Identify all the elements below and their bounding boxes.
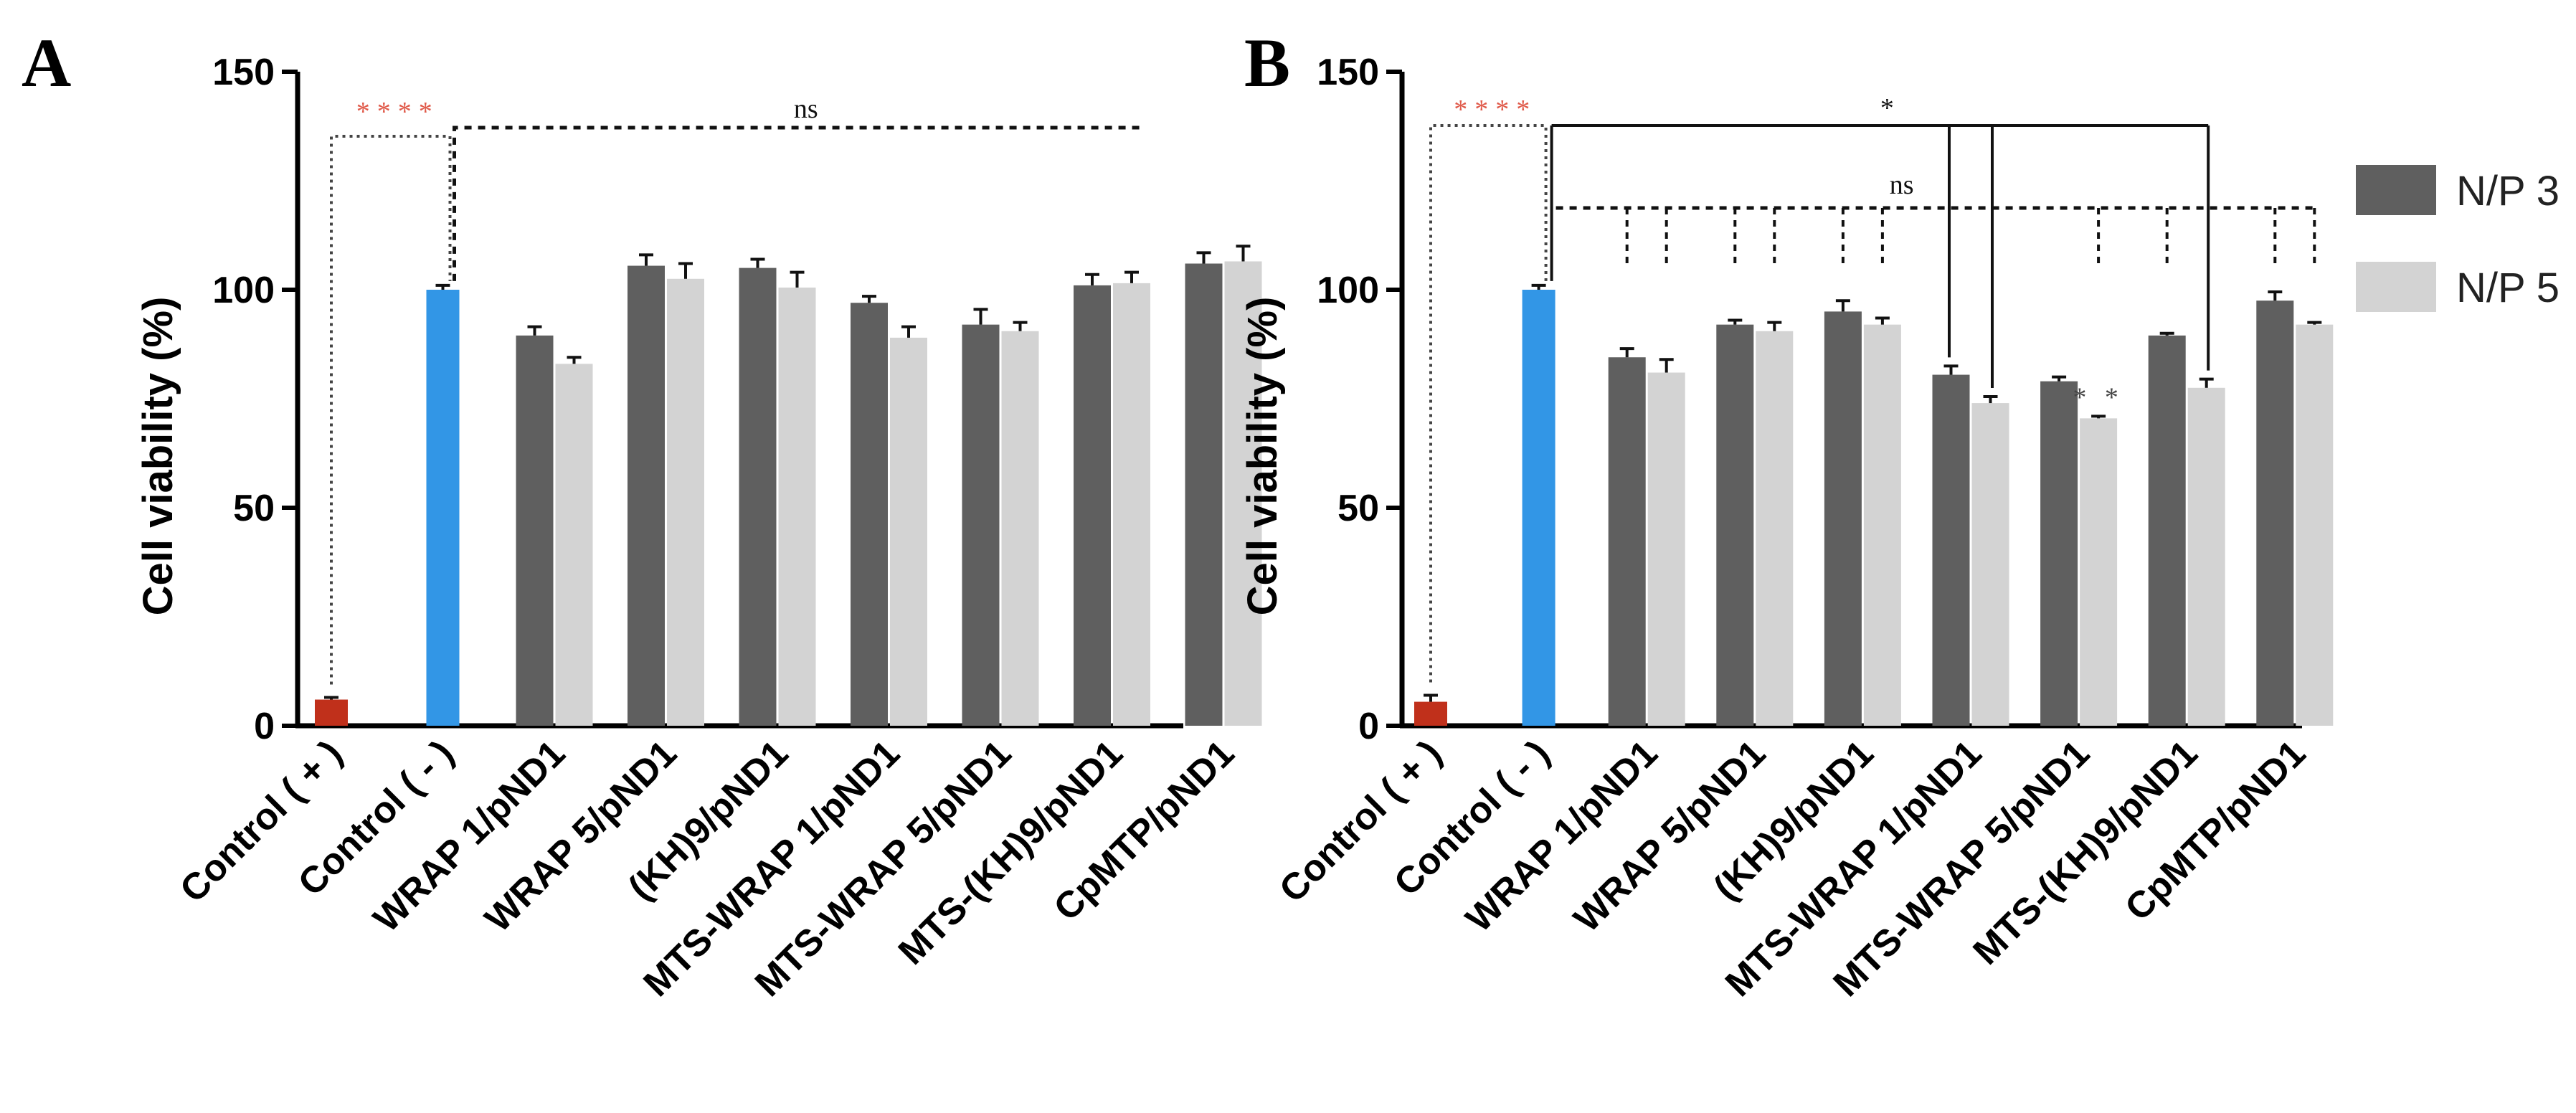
bar-np3 <box>2148 335 2186 726</box>
bar-np5 <box>1971 403 2009 726</box>
significance-label-mts-wrap5: * * <box>2073 382 2124 412</box>
bar-np5 <box>1647 372 1685 726</box>
bar-np3 <box>1074 285 1111 726</box>
bar-np5 <box>1863 324 1901 726</box>
y-tick-label: 100 <box>212 270 275 311</box>
legend-swatch-np3 <box>2356 165 2436 215</box>
significance-label-star: * <box>1880 93 1894 123</box>
bar-control-negative <box>1522 290 1555 726</box>
bar-np5 <box>2296 324 2334 726</box>
x-category-label: WRAP 1/pND1 <box>1458 732 1666 940</box>
significance-label-ns: ns <box>1890 170 1914 200</box>
bar-np3 <box>851 303 888 726</box>
bar-np3 <box>1185 263 1223 726</box>
x-category-label: WRAP 5/pND1 <box>477 732 685 940</box>
bar-control-negative <box>426 290 460 726</box>
legend-label-np5: N/P 5 <box>2456 265 2560 311</box>
bar-np3 <box>1932 374 1970 726</box>
bar-np5 <box>2080 418 2118 726</box>
significance-bracket-controls <box>330 135 452 685</box>
bar-np3 <box>739 267 777 726</box>
panel-letter: A <box>22 24 71 101</box>
y-tick-label: 150 <box>212 52 275 93</box>
bar-np5 <box>778 287 816 726</box>
bar-np5 <box>890 337 927 726</box>
significance-stars-controls: **** <box>1454 95 1537 125</box>
bar-np3 <box>516 335 554 726</box>
x-category-label: WRAP 5/pND1 <box>1566 732 1774 940</box>
y-tick-label: 50 <box>233 488 275 529</box>
legend: N/P 3 N/P 5 <box>2356 165 2560 312</box>
y-tick-label: 50 <box>1337 488 1379 529</box>
bar-np3 <box>1716 324 1754 726</box>
bar-np5 <box>555 364 593 726</box>
panel-letter: B <box>1244 24 1290 101</box>
bar-np5 <box>2187 387 2225 726</box>
y-tick-label: 0 <box>254 706 275 747</box>
bar-control-positive <box>315 699 348 726</box>
bar-np3 <box>2040 381 2078 726</box>
significance-stars-controls: **** <box>356 97 440 127</box>
y-axis-label: Cell viability (%) <box>135 297 181 616</box>
y-tick-label: 0 <box>1358 706 1379 747</box>
bar-np3 <box>2256 300 2294 726</box>
y-tick-label: 100 <box>1317 270 1379 311</box>
significance-label-ns: ns <box>794 94 818 124</box>
bar-np3 <box>1608 357 1646 726</box>
bar-np5 <box>1224 261 1262 726</box>
bar-np5 <box>1113 283 1150 726</box>
bar-np5 <box>1001 331 1039 726</box>
bar-np5 <box>1756 331 1794 726</box>
bar-np3 <box>962 324 1000 726</box>
bar-control-positive <box>1414 701 1447 726</box>
legend-label-np3: N/P 3 <box>2456 168 2560 214</box>
y-tick-label: 150 <box>1317 52 1379 93</box>
bar-np5 <box>667 278 704 726</box>
x-category-label: WRAP 1/pND1 <box>366 732 574 940</box>
y-axis-label: Cell viability (%) <box>1239 297 1286 616</box>
legend-swatch-np5 <box>2356 262 2436 312</box>
bar-np3 <box>628 265 665 726</box>
bar-np3 <box>1824 311 1862 726</box>
significance-line-ns <box>453 125 1140 281</box>
